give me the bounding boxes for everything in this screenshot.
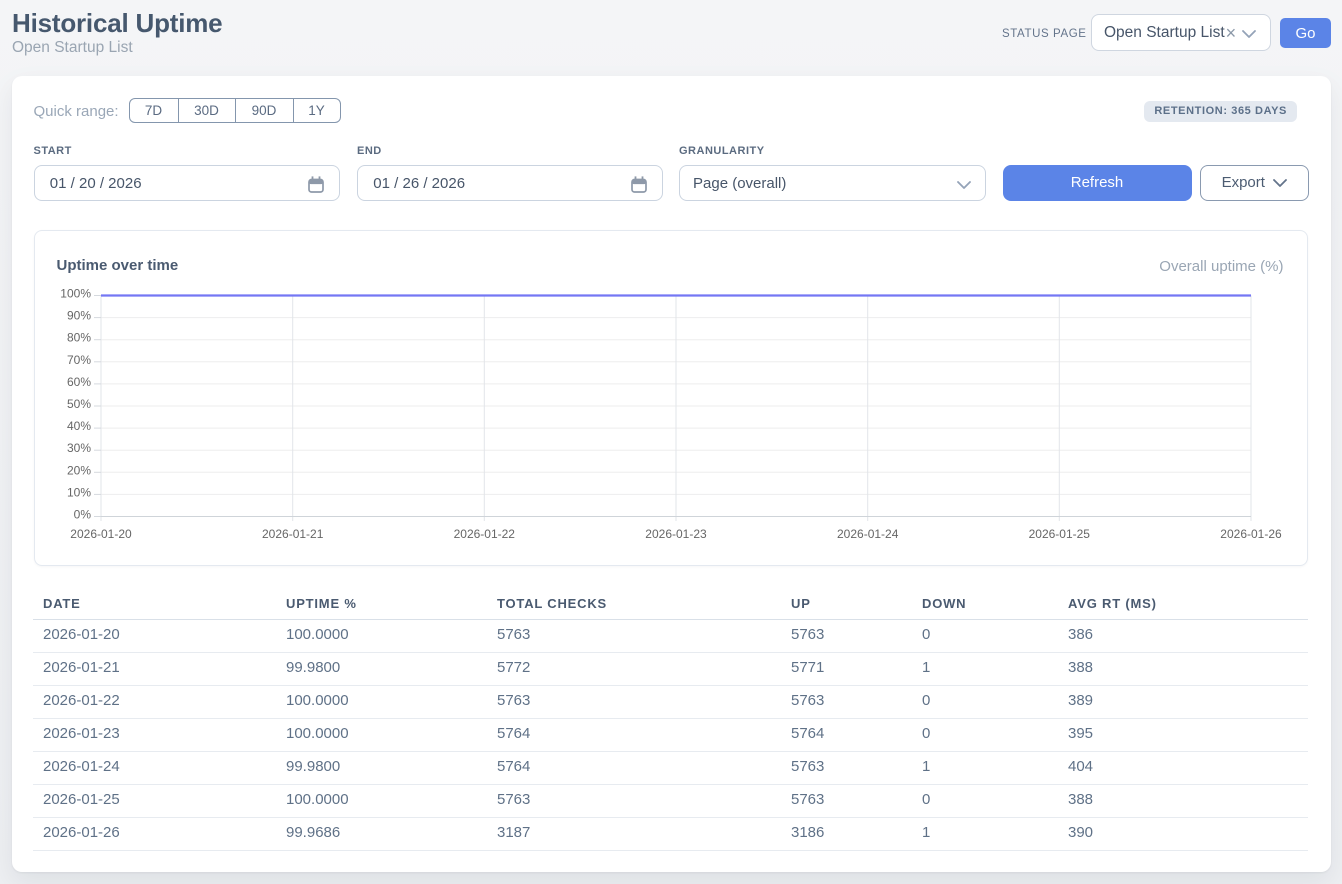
svg-text:30%: 30% bbox=[66, 441, 90, 455]
svg-text:60%: 60% bbox=[66, 375, 90, 389]
svg-text:0%: 0% bbox=[73, 508, 91, 522]
svg-text:2026-01-20: 2026-01-20 bbox=[70, 527, 132, 541]
svg-text:2026-01-26: 2026-01-26 bbox=[1220, 527, 1282, 541]
svg-text:2026-01-24: 2026-01-24 bbox=[837, 527, 899, 541]
svg-text:2026-01-22: 2026-01-22 bbox=[453, 527, 515, 541]
svg-text:100%: 100% bbox=[60, 287, 91, 301]
svg-text:80%: 80% bbox=[66, 331, 90, 345]
svg-text:90%: 90% bbox=[66, 309, 90, 323]
svg-text:10%: 10% bbox=[66, 485, 90, 499]
svg-text:40%: 40% bbox=[66, 419, 90, 433]
svg-text:2026-01-21: 2026-01-21 bbox=[262, 527, 324, 541]
svg-text:70%: 70% bbox=[66, 353, 90, 367]
svg-text:2026-01-25: 2026-01-25 bbox=[1028, 527, 1090, 541]
svg-text:20%: 20% bbox=[66, 463, 90, 477]
svg-text:50%: 50% bbox=[66, 397, 90, 411]
svg-text:2026-01-23: 2026-01-23 bbox=[645, 527, 707, 541]
